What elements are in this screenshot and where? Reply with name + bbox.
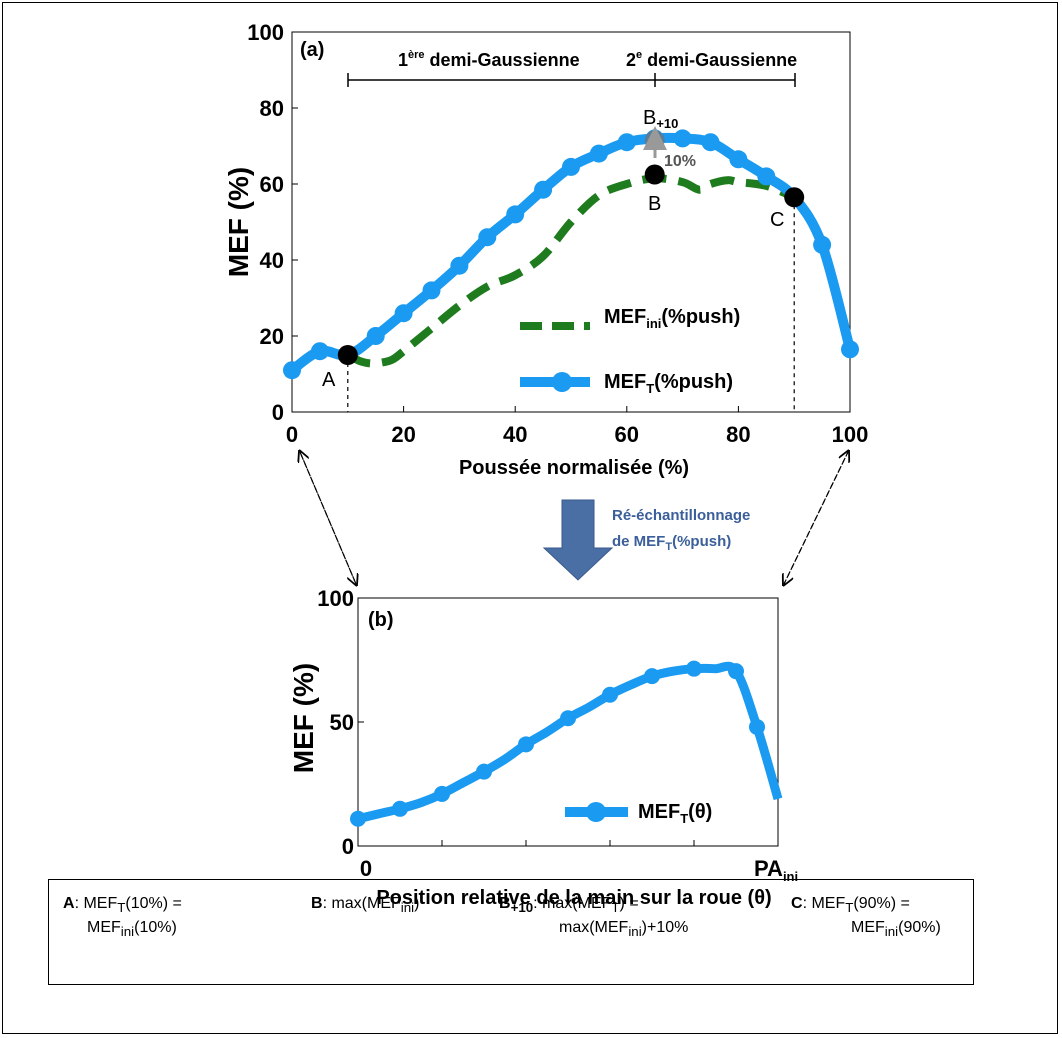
plot-area-a xyxy=(291,31,851,413)
point-mef-t xyxy=(422,281,441,300)
gaussian-bracket xyxy=(347,73,796,87)
point-mef-t-theta xyxy=(728,663,744,680)
y-axis-label-a: MEF (%) xyxy=(223,167,254,277)
legend-label-t: MEFT(%push) xyxy=(604,371,733,396)
point-mef-t-theta xyxy=(560,710,576,727)
x-axis-label-a: Poussée normalisée (%) xyxy=(459,457,689,479)
x-tick-label-b-start: 0 xyxy=(360,856,372,881)
definition-b: B: max(MEFini) xyxy=(311,895,420,916)
point-label-c: C xyxy=(770,209,784,231)
point-mef-t xyxy=(506,205,525,224)
point-mef-t-theta xyxy=(602,686,618,703)
legend-a: MEFini(%push) MEFT(%push) xyxy=(520,306,740,396)
resample-arrow xyxy=(542,499,614,581)
x-tick-label-a: 0 xyxy=(286,422,298,447)
x-tick-label-a: 100 xyxy=(832,422,869,447)
point-mef-t-theta xyxy=(518,736,534,753)
point-mef-t-theta xyxy=(686,660,702,677)
point-mef-t xyxy=(366,327,385,345)
link-arrow-left-back xyxy=(300,452,357,585)
y-axis-label-b: MEF (%) xyxy=(288,663,319,773)
x-tick-label-a: 40 xyxy=(503,422,527,447)
point-mef-t xyxy=(394,304,413,323)
x-axis-label-b: Position relative de la main sur la roue… xyxy=(376,887,771,909)
legend-label-ini: MEFini(%push) xyxy=(604,306,740,331)
point-mef-t xyxy=(841,340,859,359)
definition-a: A: MEFT(10%) = MEFini(10%) xyxy=(63,895,182,940)
y-tick-label-b: 0 xyxy=(342,834,354,859)
definition-c: C: MEFT(90%) = MEFini(90%) xyxy=(791,895,941,940)
key-point-c xyxy=(784,187,805,208)
series-mef-t-theta xyxy=(350,660,783,827)
point-mef-t-theta xyxy=(644,668,660,685)
point-mef-t xyxy=(757,167,776,186)
point-mef-t-theta xyxy=(476,763,492,780)
panel-label-b: (b) xyxy=(368,609,394,631)
x-tick-label-a: 20 xyxy=(391,422,415,447)
y-tick-label-a: 0 xyxy=(272,400,284,425)
definitions-box: A: MEFT(10%) = MEFini(10%) B: max(MEFini… xyxy=(48,879,974,985)
gauss2-label: 2e demi-Gaussienne xyxy=(626,49,797,70)
y-tick-label-b: 50 xyxy=(330,710,354,735)
series-mef-ini xyxy=(345,174,796,368)
legend-marker-t xyxy=(552,372,572,392)
point-mef-t xyxy=(729,150,748,169)
line-mef-ini xyxy=(345,174,796,368)
y-tick-label-a: 40 xyxy=(260,248,284,273)
point-mef-t xyxy=(310,342,329,361)
legend-marker-t-theta xyxy=(586,802,606,822)
increase-label: 10% xyxy=(664,153,696,170)
point-mef-t xyxy=(701,133,720,152)
chart-a: 0 20 40 60 80 100 0 20 40 60 80 100 (a) MEF (%) Po… xyxy=(223,20,868,479)
key-point-b xyxy=(644,164,665,185)
point-mef-t xyxy=(283,361,301,380)
point-label-b10: B+10 xyxy=(643,107,678,131)
x-tick-label-a: 60 xyxy=(615,422,639,447)
x-tick-label-a: 80 xyxy=(726,422,750,447)
point-mef-t xyxy=(562,157,580,176)
resample-label-1: Ré-échantillonnage xyxy=(612,507,750,524)
link-arrow-right-back xyxy=(783,452,848,585)
point-mef-t xyxy=(478,228,497,247)
key-point-a xyxy=(337,345,358,365)
point-mef-t xyxy=(813,235,832,254)
legend-label-t-theta: MEFT(θ) xyxy=(638,801,712,826)
legend-b: MEFT(θ) xyxy=(565,801,712,826)
y-tick-label-a: 20 xyxy=(260,324,284,349)
point-mef-t xyxy=(589,144,608,163)
resample-label-2: de MEFT(%push) xyxy=(612,533,731,553)
y-tick-label-a: 60 xyxy=(260,172,284,197)
point-mef-t-theta xyxy=(350,810,366,827)
point-mef-t-theta xyxy=(749,718,765,735)
point-mef-t-theta xyxy=(434,785,450,802)
point-label-b: B xyxy=(648,193,661,215)
y-tick-label-b: 100 xyxy=(317,586,354,611)
point-label-a: A xyxy=(322,369,336,391)
y-tick-label-a: 80 xyxy=(260,96,284,121)
definition-b10: B+10: max(MEFT) = max(MEFini)+10% xyxy=(499,895,689,940)
link-arrow-left xyxy=(299,451,356,584)
point-mef-t xyxy=(534,180,553,199)
gauss1-label: 1ère demi-Gaussienne xyxy=(398,49,580,70)
point-mef-t xyxy=(450,256,469,275)
point-mef-t-theta xyxy=(392,800,408,817)
y-tick-label-a: 100 xyxy=(247,20,284,45)
point-mef-t xyxy=(673,129,692,148)
panel-label-a: (a) xyxy=(300,39,324,61)
point-mef-t xyxy=(617,133,636,152)
